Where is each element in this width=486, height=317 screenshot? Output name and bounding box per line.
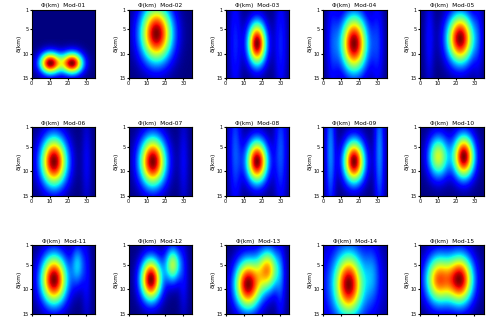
Title: Φ(km)  Mod-12: Φ(km) Mod-12 <box>139 239 183 244</box>
Y-axis label: δ(km): δ(km) <box>113 35 118 53</box>
Title: Φ(km)  Mod-13: Φ(km) Mod-13 <box>236 239 279 244</box>
Title: Φ(km)  Mod-07: Φ(km) Mod-07 <box>139 121 183 126</box>
Title: Φ(km)  Mod-01: Φ(km) Mod-01 <box>41 3 86 9</box>
Title: Φ(km)  Mod-06: Φ(km) Mod-06 <box>41 121 86 126</box>
Title: Φ(km)  Mod-02: Φ(km) Mod-02 <box>139 3 183 9</box>
Y-axis label: δ(km): δ(km) <box>210 271 215 288</box>
Title: Φ(km)  Mod-04: Φ(km) Mod-04 <box>332 3 377 9</box>
Y-axis label: δ(km): δ(km) <box>113 271 118 288</box>
Y-axis label: δ(km): δ(km) <box>16 35 21 53</box>
Y-axis label: δ(km): δ(km) <box>113 153 118 170</box>
Y-axis label: δ(km): δ(km) <box>210 153 215 170</box>
Y-axis label: δ(km): δ(km) <box>307 35 312 53</box>
Title: Φ(km)  Mod-03: Φ(km) Mod-03 <box>235 3 280 9</box>
Title: Φ(km)  Mod-14: Φ(km) Mod-14 <box>332 239 377 244</box>
Title: Φ(km)  Mod-09: Φ(km) Mod-09 <box>332 121 377 126</box>
Y-axis label: δ(km): δ(km) <box>16 153 21 170</box>
Y-axis label: δ(km): δ(km) <box>404 271 409 288</box>
Title: Φ(km)  Mod-11: Φ(km) Mod-11 <box>41 239 86 244</box>
Title: Φ(km)  Mod-05: Φ(km) Mod-05 <box>430 3 474 9</box>
Y-axis label: δ(km): δ(km) <box>210 35 215 53</box>
Title: Φ(km)  Mod-15: Φ(km) Mod-15 <box>430 239 474 244</box>
Y-axis label: δ(km): δ(km) <box>404 153 409 170</box>
Title: Φ(km)  Mod-10: Φ(km) Mod-10 <box>430 121 474 126</box>
Y-axis label: δ(km): δ(km) <box>307 153 312 170</box>
Y-axis label: δ(km): δ(km) <box>16 271 21 288</box>
Y-axis label: δ(km): δ(km) <box>404 35 409 53</box>
Y-axis label: δ(km): δ(km) <box>307 271 312 288</box>
Title: Φ(km)  Mod-08: Φ(km) Mod-08 <box>235 121 280 126</box>
